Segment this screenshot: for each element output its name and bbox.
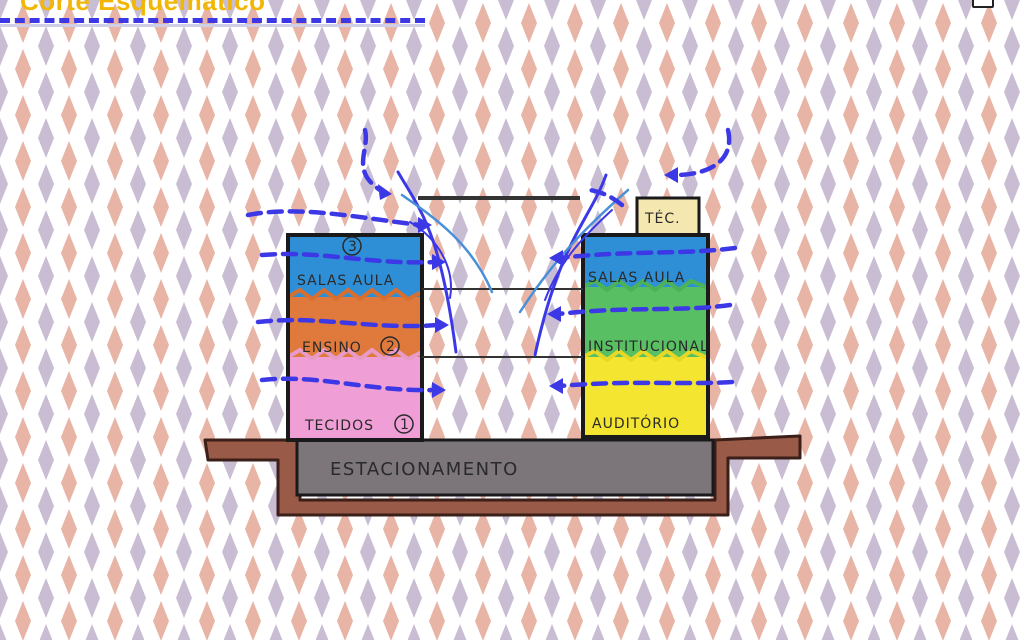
floor-tecidos: TECIDOS: [304, 418, 374, 434]
title-underline: [0, 18, 425, 23]
arrow-head-icon: [418, 217, 432, 233]
arrow-head-icon: [378, 184, 392, 200]
arrow-head-icon: [549, 378, 563, 394]
ventilation-arrows: [245, 127, 738, 393]
floor-2-number: 2: [386, 339, 396, 355]
arrow-heads: [378, 167, 678, 398]
floor-auditorio: AUDITÓRIO: [592, 414, 680, 432]
floor-salas-aula-right: SALAS AULA: [588, 270, 685, 286]
floor-institucional: INSTITUCIONAL: [588, 339, 709, 355]
building-right: TÉC. SALAS AULA INSTITUCIONAL AUDITÓRIO: [581, 196, 710, 439]
arrow-head-icon: [432, 382, 446, 398]
floor-1-number: 1: [400, 417, 410, 433]
arrow-head-icon: [664, 167, 678, 183]
connecting-walkways: [418, 196, 583, 358]
basement-label: ESTACIONAMENTO: [330, 459, 519, 480]
ground-section: [203, 434, 802, 517]
floor-ensino: ENSINO: [302, 340, 362, 356]
arrow-head-icon: [549, 250, 563, 266]
slide-title: Corte Esquemático: [20, 0, 266, 16]
title-underline-shade: [0, 24, 425, 27]
arrow-head-icon: [547, 306, 561, 322]
roof-technical-label: TÉC.: [644, 210, 681, 227]
window-control-button[interactable]: [972, 0, 994, 8]
floor-salas-aula-left: SALAS AULA: [297, 273, 394, 289]
floor-3-number: 3: [348, 239, 358, 255]
basement-parking: ESTACIONAMENTO: [295, 438, 715, 497]
arrow-head-icon: [435, 317, 449, 333]
arrow-head-icon: [432, 254, 446, 270]
building-left: 3 SALAS AULA ENSINO 2 TECIDOS 1: [286, 233, 424, 442]
